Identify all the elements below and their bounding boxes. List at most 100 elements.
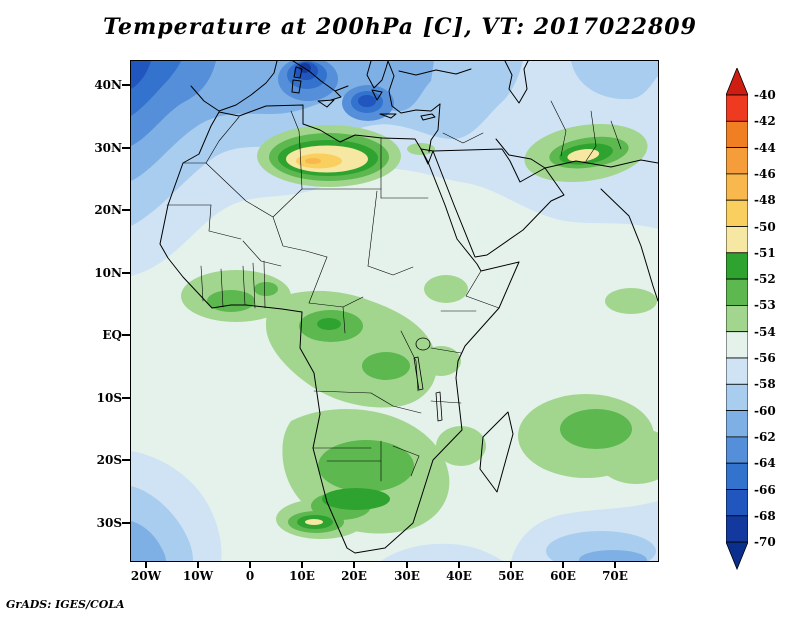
lon-tick-label: 0 <box>245 569 255 583</box>
green-patches <box>181 143 658 539</box>
colorbar-box <box>725 226 749 254</box>
colorbar-tick-label: -42 <box>754 114 776 129</box>
lat-tick-mark <box>122 209 130 211</box>
lon-tick-label: 20E <box>341 569 367 583</box>
iran-coastline <box>495 138 658 169</box>
temperature-field-map <box>131 61 658 561</box>
grads-credit: GrADS: IGES/COLA <box>6 598 125 611</box>
caspian-coastline <box>504 61 529 104</box>
sardinia-coastline <box>291 79 302 94</box>
colorbar-box <box>725 436 749 464</box>
colorbar-box <box>725 173 749 201</box>
lake-malawi <box>435 391 443 422</box>
lon-tick-label: 40E <box>446 569 472 583</box>
colorbar-tick-label: -40 <box>754 88 776 102</box>
lon-tick-mark <box>353 561 355 568</box>
colorbar-tick-label: -66 <box>754 482 776 497</box>
black-sea-coastline <box>398 68 472 76</box>
colorbar-svg <box>725 66 749 571</box>
turkey-coastline <box>387 61 441 114</box>
lon-tick-mark <box>510 561 512 568</box>
colorbar-box <box>725 357 749 385</box>
lat-tick-mark <box>122 397 130 399</box>
lon-tick-mark <box>197 561 199 568</box>
colorbar-box <box>725 410 749 438</box>
lat-tick-label: 20N <box>94 203 122 217</box>
lon-tick-mark <box>458 561 460 568</box>
colorbar-box <box>725 252 749 280</box>
colorbar-box <box>725 120 749 148</box>
sicily-coastline <box>317 99 335 108</box>
lon-tick-label: 10W <box>182 569 214 583</box>
arabia-coastline <box>432 148 565 258</box>
colorbar-box <box>725 462 749 490</box>
lon-tick-mark <box>562 561 564 568</box>
lon-tick-mark <box>145 561 147 568</box>
colorbar-box <box>725 304 749 333</box>
iberia-coastline <box>190 61 278 112</box>
lat-tick-label: 30S <box>96 516 122 530</box>
lon-tick-mark <box>301 561 303 568</box>
warm-spot-cape <box>288 511 344 533</box>
italy-coastline <box>292 61 349 101</box>
colorbar-tick-label: -44 <box>754 140 776 155</box>
lon-tick-label: 70E <box>602 569 628 583</box>
lat-tick-label: 10N <box>94 266 122 280</box>
corsica-coastline <box>293 66 303 79</box>
levant-coastline <box>428 103 441 153</box>
colorbar-tick-label: -50 <box>754 219 776 234</box>
country-borders <box>166 100 622 482</box>
sinai-coastline <box>420 148 434 165</box>
colorbar-tick-label: -62 <box>754 429 776 444</box>
colorbar-tick-label: -52 <box>754 272 776 287</box>
colorbar-tick-label: -58 <box>754 377 776 392</box>
colorbar-box <box>725 515 749 543</box>
colorbar-tick-label: -56 <box>754 351 776 365</box>
colorbar-tick-label: -53 <box>754 298 776 313</box>
map-frame <box>130 60 659 562</box>
lat-tick-label: EQ <box>102 328 122 342</box>
colorbar <box>725 66 749 571</box>
cyprus-coastline <box>420 113 436 121</box>
lat-tick-mark <box>122 147 130 149</box>
warm-anomaly-libya <box>257 125 401 187</box>
colorbar-box <box>725 199 749 227</box>
warm-anomaly-iran-pakistan <box>524 123 648 183</box>
lat-tick-mark <box>122 84 130 86</box>
india-coastline <box>600 188 658 302</box>
lat-tick-label: 10S <box>96 391 122 405</box>
colorbar-tick-label: -54 <box>754 324 776 339</box>
colorbar-box <box>725 489 749 517</box>
lon-tick-label: 20W <box>130 569 162 583</box>
cold-region-south <box>131 451 658 561</box>
madagascar-coastline <box>479 411 514 493</box>
lat-tick-label: 40N <box>94 78 122 92</box>
lake-victoria <box>415 337 431 351</box>
lat-tick-mark <box>122 459 130 461</box>
colorbar-box <box>725 278 749 306</box>
lon-tick-label: 50E <box>498 569 524 583</box>
lat-tick-mark <box>122 272 130 274</box>
colorbar-box <box>725 383 749 411</box>
lon-tick-label: 30E <box>394 569 420 583</box>
colorbar-tick-label: -68 <box>754 508 776 523</box>
lon-tick-mark <box>249 561 251 568</box>
colorbar-tick-label: -70 <box>754 535 776 550</box>
lon-tick-mark <box>406 561 408 568</box>
colorbar-tick-label: -48 <box>754 193 776 208</box>
colorbar-tick-label: -60 <box>754 403 776 418</box>
lat-tick-mark <box>122 522 130 524</box>
colorbar-box <box>725 147 749 175</box>
lon-tick-label: 60E <box>550 569 576 583</box>
colorbar-box <box>725 94 749 122</box>
chart-title: Temperature at 200hPa [C], VT: 201702280… <box>103 14 697 40</box>
greece-coastline <box>366 61 389 101</box>
colorbar-tick-label: -46 <box>754 166 776 181</box>
lat-tick-label: 20S <box>96 453 122 467</box>
colorbar-tick-label: -51 <box>754 245 776 260</box>
lon-tick-mark <box>614 561 616 568</box>
colorbar-box <box>725 331 749 359</box>
colorbar-tick-label: -64 <box>754 456 776 471</box>
lat-tick-label: 30N <box>94 141 122 155</box>
crete-coastline <box>379 113 397 119</box>
